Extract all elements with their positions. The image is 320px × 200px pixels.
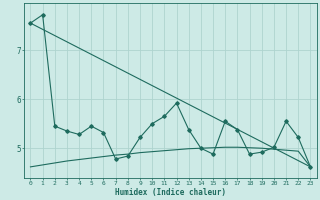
X-axis label: Humidex (Indice chaleur): Humidex (Indice chaleur) bbox=[115, 188, 226, 197]
